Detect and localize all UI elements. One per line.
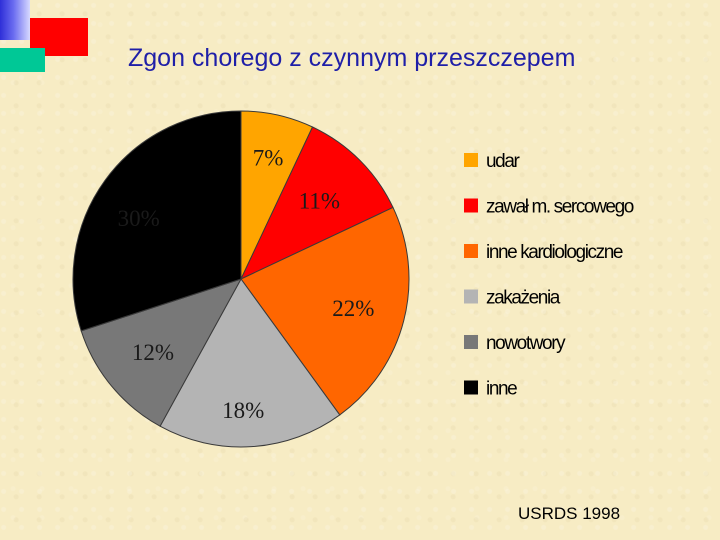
slice-label-4: 18% [222,398,264,423]
slice-label-1: 7% [253,146,284,171]
legend-label-4: zakażenia [486,288,561,309]
legend-label-3: inne kardiologiczne [486,242,623,263]
pie-slice-5 [80,278,243,427]
slice-label-2: 11% [299,189,340,214]
legend-label-6: inne [486,379,517,400]
legend-swatch-5 [464,335,478,349]
legend-swatch-1 [464,153,478,167]
legend-swatch-3 [464,244,478,258]
slice-label-3: 22% [332,296,374,321]
chart-legend: udar zawał m. sercowego inne kardiologiczn… [464,151,635,400]
legend-label-5: nowotwory [486,333,566,354]
legend-label-2: zawał m. sercowego [486,197,634,218]
decor-blue-block [0,0,30,40]
pie-labels: 7% 11% 22% 18% 12% 30% [118,146,375,423]
pie-slice-2 [239,126,394,281]
legend-swatch-2 [464,198,478,213]
pie-slice-6 [72,110,242,332]
slide-title: Zgon chorego z czynnym przeszczepem [128,44,576,72]
legend-swatch-4 [464,289,478,304]
decor-teal-block [0,48,45,72]
source-note: USRDS 1998 [518,504,621,523]
slice-label-5: 12% [132,340,174,365]
pie-slice-3 [240,206,410,416]
legend-label-1: udar [486,151,521,172]
pie-slice-4 [159,278,341,448]
slice-label-6: 30% [118,206,160,231]
legend-swatch-6 [464,380,478,395]
pie-slices [72,110,410,448]
